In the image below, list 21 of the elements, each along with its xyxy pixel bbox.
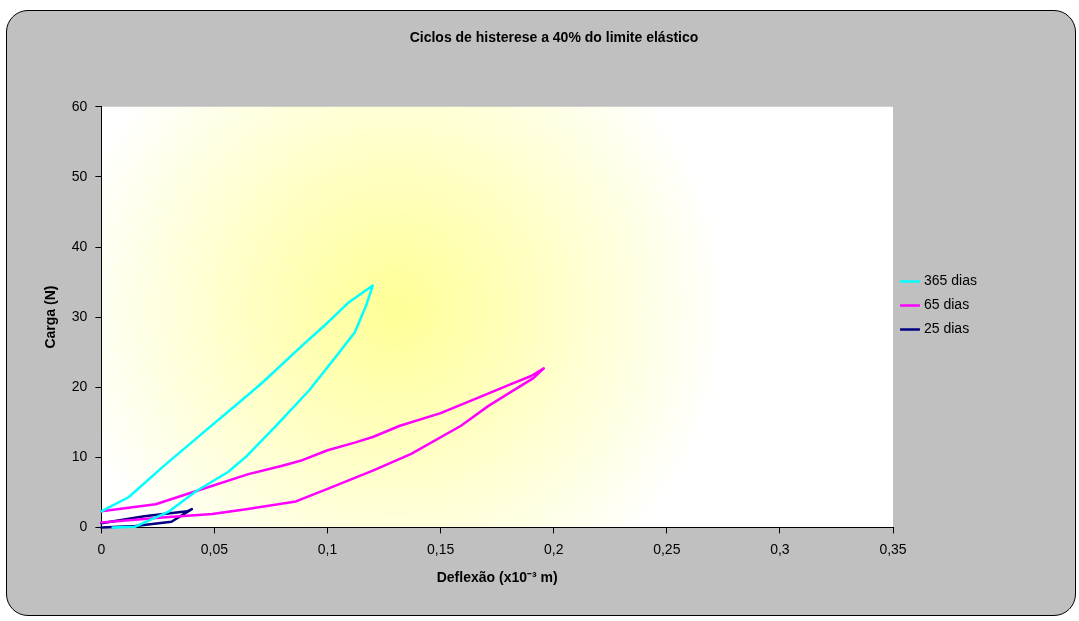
y-tick-label: 50 <box>71 167 88 184</box>
x-tick-label: 0 <box>97 540 106 557</box>
x-tick-label: 0,3 <box>770 540 790 557</box>
y-tick-label: 20 <box>71 378 88 395</box>
legend-label: 25 dias <box>924 320 970 337</box>
x-tick-label: 0,1 <box>317 540 338 557</box>
x-tick-label: 0,2 <box>544 540 564 557</box>
chart-title: Ciclos de histerese a 40% do limite elástico <box>409 29 699 46</box>
x-tick-label: 0,35 <box>879 540 907 557</box>
x-tick-label: 0,05 <box>200 540 229 557</box>
legend-label: 365 dias <box>924 272 977 289</box>
y-tick-label: 60 <box>71 97 88 114</box>
x-axis-title: Deflexão (x10⁻³ m) <box>436 569 558 586</box>
y-axis-title: Carga (N) <box>42 285 59 349</box>
x-tick-label: 0,15 <box>427 540 455 557</box>
y-tick-label: 10 <box>71 448 88 465</box>
y-tick-label: 0 <box>79 518 88 535</box>
y-tick-label: 30 <box>71 307 88 324</box>
x-tick-label: 0,25 <box>653 540 681 557</box>
y-tick-label: 40 <box>71 237 88 254</box>
legend-label: 65 dias <box>924 296 970 313</box>
